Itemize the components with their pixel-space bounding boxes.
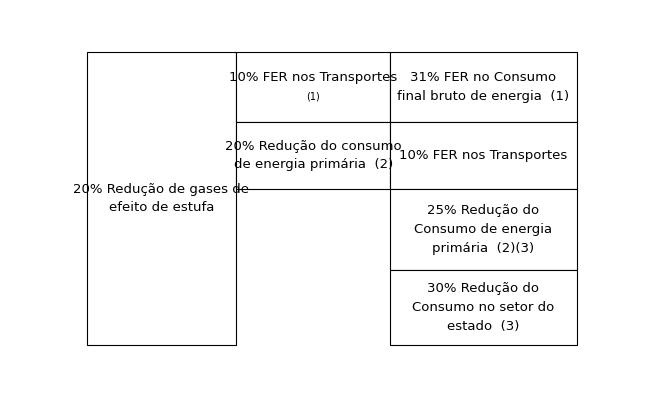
Bar (390, 270, 577, 345)
Bar (390, 123, 577, 189)
Text: Consumo de energia: Consumo de energia (414, 223, 553, 236)
Text: final bruto de energia  (1): final bruto de energia (1) (397, 90, 570, 103)
Text: de energia primária  (2): de energia primária (2) (233, 158, 393, 171)
Bar (236, 52, 390, 123)
Text: primária  (2)(3): primária (2)(3) (432, 242, 535, 255)
Text: efeito de estufa: efeito de estufa (108, 201, 214, 214)
Text: 20% Redução de gases de: 20% Redução de gases de (74, 183, 250, 196)
Text: estado  (3): estado (3) (447, 320, 520, 333)
Text: 25% Redução do: 25% Redução do (428, 204, 539, 217)
Text: 20% Redução do consumo: 20% Redução do consumo (225, 140, 401, 152)
Text: 31% FER no Consumo: 31% FER no Consumo (410, 71, 557, 84)
Text: 30% Redução do: 30% Redução do (428, 282, 539, 295)
Bar (236, 123, 390, 189)
Text: 10% FER nos Transportes: 10% FER nos Transportes (229, 71, 397, 84)
Bar (86, 52, 236, 345)
Bar (390, 189, 577, 270)
Text: (1): (1) (306, 92, 320, 101)
Text: 10% FER nos Transportes: 10% FER nos Transportes (399, 149, 568, 162)
Bar (390, 52, 577, 123)
Text: Consumo no setor do: Consumo no setor do (412, 301, 555, 314)
